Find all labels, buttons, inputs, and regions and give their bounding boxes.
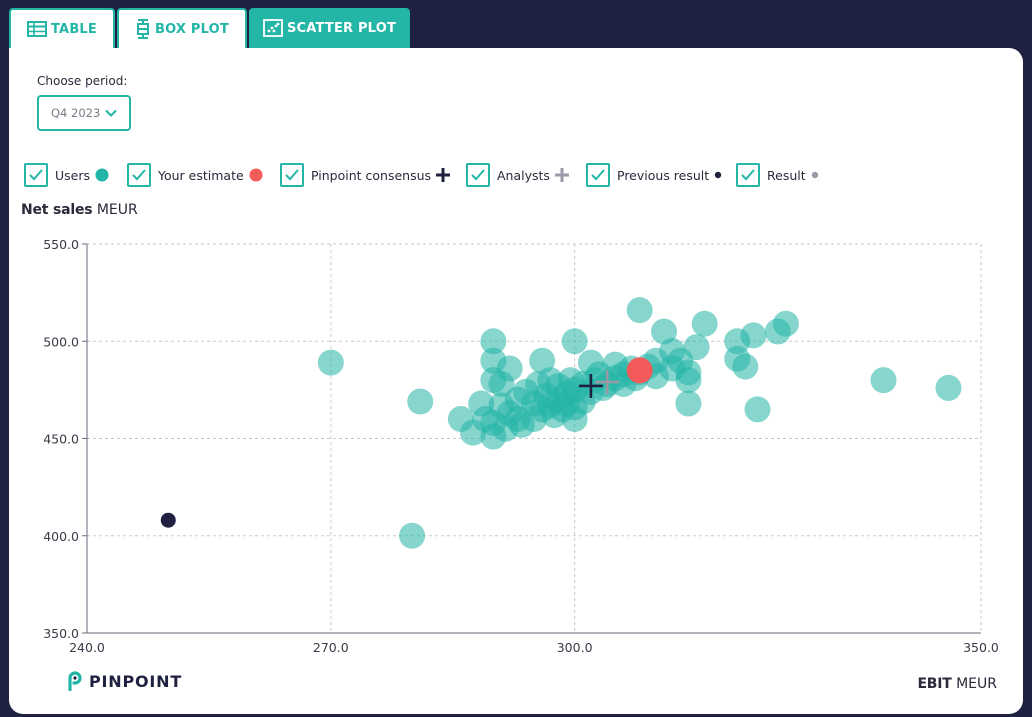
chevron-down-icon — [105, 109, 117, 117]
user-point — [626, 297, 653, 324]
y-axis-name: Net sales — [21, 202, 93, 218]
tab-box-plot[interactable]: BOX PLOT — [117, 8, 247, 48]
period-label: Choose period: — [37, 74, 128, 88]
scatter-chart: 240.0 270.0 300.0 350.0 350.0 400.0 450.0 500.0… — [43, 237, 999, 655]
user-point — [480, 328, 507, 355]
period-select[interactable]: Q4 2023 — [37, 95, 131, 131]
user-point — [561, 328, 588, 355]
check-icon — [285, 169, 299, 181]
checkbox-users[interactable] — [24, 163, 48, 187]
consensus-marker — [578, 373, 603, 398]
check-icon — [471, 169, 485, 181]
user-point — [529, 347, 556, 374]
x-tick-label: 240.0 — [69, 640, 105, 655]
pinpoint-logo-icon — [68, 671, 82, 691]
previous-result-dot-icon — [714, 171, 722, 179]
user-point — [870, 367, 897, 394]
y-axis-title: Net sales MEUR — [21, 202, 138, 218]
your-estimate-point — [626, 357, 653, 384]
checkbox-previous-result[interactable] — [586, 163, 610, 187]
scatter-plot-icon — [263, 19, 283, 37]
x-tick-label: 300.0 — [557, 640, 593, 655]
user-point — [732, 353, 759, 380]
checkbox-pinpoint-consensus[interactable] — [280, 163, 304, 187]
legend-label-analysts: Analysts — [497, 167, 550, 183]
user-point — [772, 310, 799, 337]
user-point — [317, 349, 344, 376]
y-tick-label: 450.0 — [43, 432, 79, 447]
previous-result-point — [160, 512, 176, 528]
checkbox-your-estimate[interactable] — [127, 163, 151, 187]
chart-panel: Choose period: Q4 2023 Users Your estima… — [9, 48, 1023, 714]
user-point — [740, 322, 767, 349]
check-icon — [132, 169, 146, 181]
legend-previous-result[interactable]: Previous result — [586, 163, 722, 187]
users-dot-icon — [95, 168, 109, 182]
check-icon — [741, 169, 755, 181]
x-tick-label: 350.0 — [963, 640, 999, 655]
user-point — [675, 390, 702, 417]
x-tick-label: 270.0 — [313, 640, 349, 655]
result-dot-icon — [811, 171, 818, 179]
tab-scatter-plot[interactable]: SCATTER PLOT — [249, 8, 410, 48]
user-point — [744, 396, 771, 423]
tab-scatter-plot-label: SCATTER PLOT — [286, 20, 397, 36]
x-axis-title: EBIT MEUR — [917, 676, 997, 692]
user-point — [691, 310, 718, 337]
legend-label-previous-result: Previous result — [617, 167, 710, 183]
y-axis-unit: MEUR — [96, 202, 138, 218]
legend-your-estimate[interactable]: Your estimate — [127, 163, 263, 187]
estimate-dot-icon — [249, 168, 263, 182]
checkbox-analysts[interactable] — [466, 163, 490, 187]
user-point — [496, 355, 523, 382]
brand-name: PINPOINT — [89, 671, 183, 691]
y-tick-label: 350.0 — [43, 626, 79, 641]
user-point — [683, 334, 710, 361]
consensus-plus-icon — [436, 168, 451, 182]
legend-pinpoint-consensus[interactable]: Pinpoint consensus — [280, 163, 451, 187]
y-tick-label: 550.0 — [43, 237, 79, 252]
check-icon — [591, 169, 605, 181]
tab-table-label: TABLE — [51, 21, 97, 37]
legend-label-your-estimate: Your estimate — [158, 167, 244, 183]
check-icon — [29, 169, 43, 181]
analyst-plus-icon — [554, 168, 569, 182]
user-point — [399, 522, 426, 549]
legend-result[interactable]: Result — [736, 163, 819, 187]
analyst-marker — [595, 370, 620, 395]
period-value: Q4 2023 — [51, 106, 101, 120]
legend-label-result: Result — [767, 167, 806, 183]
legend-analysts[interactable]: Analysts — [466, 163, 569, 187]
legend-label-users: Users — [55, 167, 91, 183]
y-tick-label: 500.0 — [43, 334, 79, 349]
table-icon — [27, 21, 47, 37]
x-axis-unit: MEUR — [956, 676, 997, 692]
user-point — [935, 374, 962, 401]
user-point — [675, 359, 702, 386]
user-point — [407, 388, 434, 415]
tab-box-plot-label: BOX PLOT — [155, 21, 229, 37]
pinpoint-logo: PINPOINT — [67, 671, 182, 691]
checkbox-result[interactable] — [736, 163, 760, 187]
legend-label-pinpoint-consensus: Pinpoint consensus — [311, 167, 432, 183]
x-axis-name: EBIT — [917, 676, 952, 692]
user-point — [651, 318, 678, 345]
y-tick-label: 400.0 — [43, 529, 79, 544]
legend-users[interactable]: Users — [24, 163, 109, 187]
box-plot-icon — [137, 19, 150, 39]
tab-table[interactable]: TABLE — [9, 8, 115, 48]
